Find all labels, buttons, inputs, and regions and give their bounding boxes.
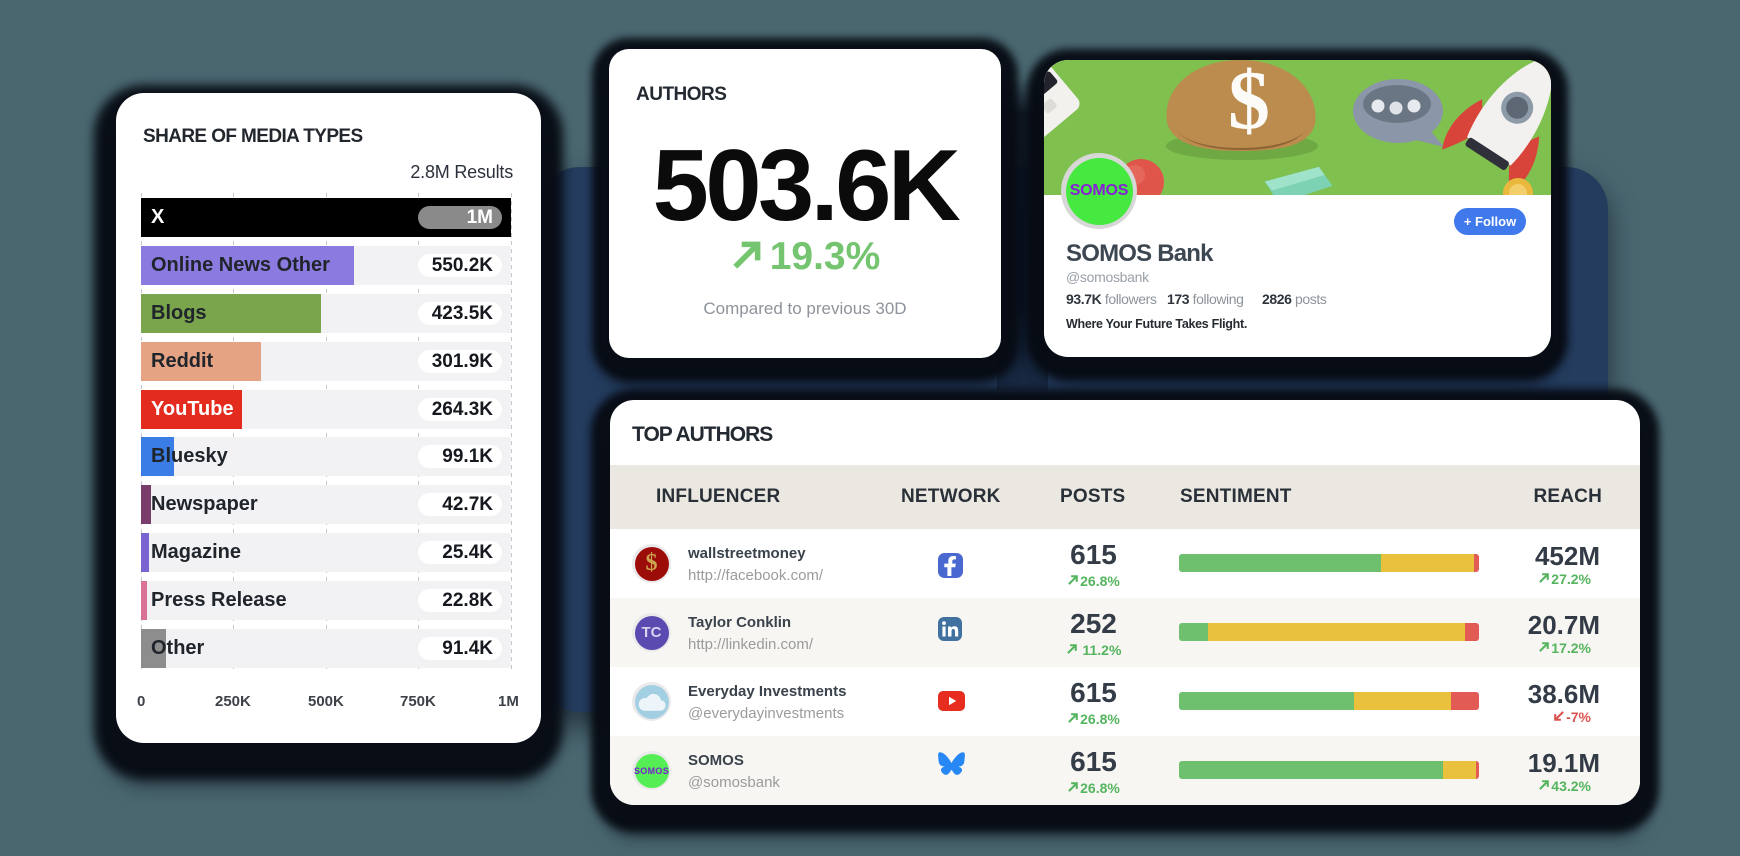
svg-text:$: $ [1228, 60, 1270, 147]
